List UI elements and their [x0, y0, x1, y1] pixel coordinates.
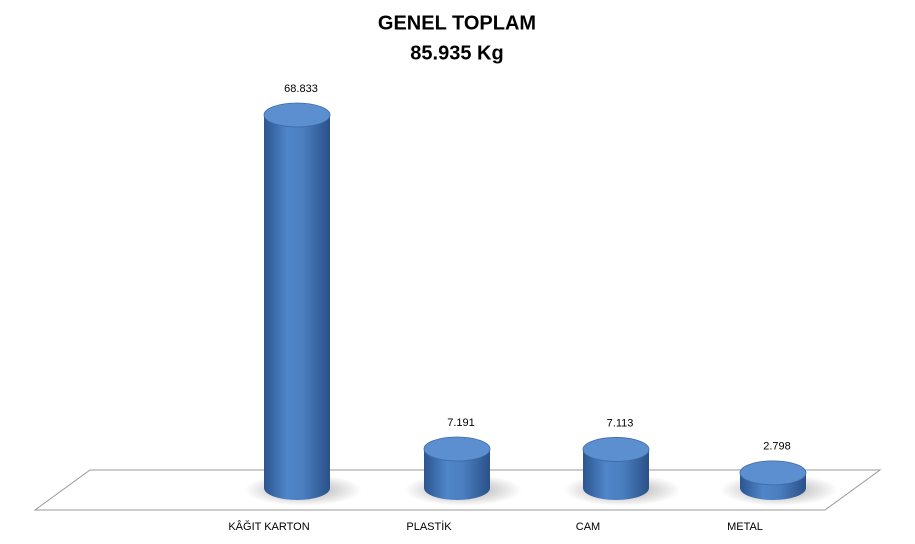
bar-bottom — [583, 476, 649, 500]
chart-title: GENEL TOPLAM — [378, 12, 536, 34]
bar-top — [739, 460, 807, 486]
bar-top — [582, 437, 650, 462]
bar-bottom — [264, 476, 330, 500]
bar-top — [263, 102, 331, 128]
bar-top — [423, 436, 491, 462]
x-tick-label: KÂĞIT KARTON — [228, 520, 309, 533]
bar-bottom — [424, 476, 490, 500]
value-label: 7.191 — [447, 417, 475, 429]
bar-body — [264, 115, 330, 488]
x-tick-label: METAL — [727, 521, 763, 533]
x-tick-label: CAM — [576, 521, 600, 533]
chart-subtitle: 85.935 Kg — [410, 42, 503, 64]
value-label: 68.833 — [284, 83, 318, 95]
x-tick-label: PLASTİK — [406, 520, 452, 533]
value-label: 7.113 — [607, 417, 634, 429]
value-label: 2.798 — [763, 441, 791, 453]
